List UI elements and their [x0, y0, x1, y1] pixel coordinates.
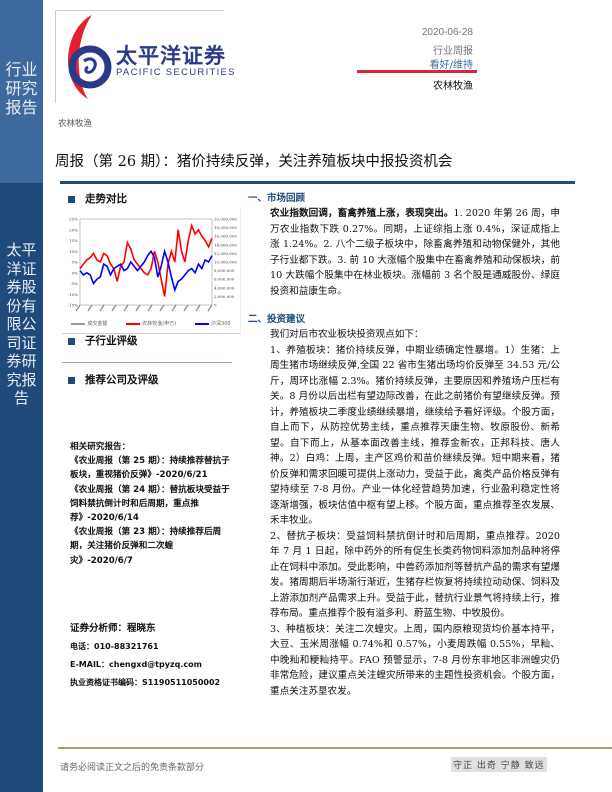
advice-intro: 我们对后市农业板块投资观点如下：	[270, 329, 424, 340]
x-tick-mark	[99, 304, 105, 312]
x-tick-mark	[159, 304, 165, 312]
x-tick-mark	[207, 304, 213, 312]
y-right-tick-label: 10,000,000	[214, 260, 237, 265]
analyst-phone: 电话：010-88321761	[70, 642, 159, 651]
y-right-tick-label: 12,000,000	[214, 251, 237, 256]
header-red-line	[357, 70, 477, 73]
analyst-email[interactable]: E-MAIL：chengxd@tpyzq.com	[70, 660, 202, 669]
legend-label: 成交金额	[87, 321, 108, 327]
x-tick-mark	[135, 304, 141, 312]
page-title: 周报（第 26 期）：猪价持续反弹，关注养殖板块中报投资机会	[55, 154, 453, 170]
company-heading-text: 推荐公司及评级	[85, 374, 159, 386]
legend-item: 农林牧渔(申万)	[126, 320, 176, 327]
x-tick-mark	[147, 304, 153, 312]
legend-swatch	[126, 322, 141, 325]
section-investment-advice: 二、投资建议	[248, 314, 306, 325]
sidebar-top-label: 行业研究报告	[5, 60, 38, 117]
market-review-lead: 农业指数回调，畜禽养殖上涨，表现突出。	[270, 208, 454, 219]
analyst-license: 执业资格证书编码：S1190511050002	[70, 678, 221, 687]
analyst-info: 证券分析师：程晓东 电话：010-88321761 E-MAIL：chengxd…	[70, 620, 235, 692]
rating: 看好/维持	[429, 60, 473, 71]
y-right-tick-label: 6,000,000	[214, 277, 235, 282]
chart-legend: 成交金额 农林牧渔(申万) 沪深300	[62, 320, 240, 327]
bullet-square-icon	[68, 337, 75, 345]
chart-frame	[62, 208, 241, 334]
header-divider	[60, 181, 575, 184]
trend-heading: 走势对比	[68, 191, 127, 206]
sub-rating-heading: 子行业评级	[68, 333, 138, 348]
advice-breeding: 1、养殖板块：猪价持续反弹，中期业绩确定性暴增。1）生猪：上周生猪市场继续反弹,…	[270, 344, 560, 527]
y-left-tick-label: 15%	[69, 238, 78, 243]
logo-cn: 太平洋证券	[116, 44, 226, 68]
legend-label: 农林牧渔(申万)	[142, 321, 177, 327]
legend-item: 沪深300	[195, 320, 231, 327]
y-right-tick-label: 4,000,000	[214, 285, 235, 290]
main-content: 一、市场回顾 农业指数回调，畜禽养殖上涨，表现突出。1. 2020 年第 26 …	[248, 190, 560, 699]
y-left-tick-label: 10%	[69, 249, 78, 254]
section-market-review: 一、市场回顾	[248, 193, 306, 204]
y-right-tick-label: 0	[214, 303, 217, 308]
y-right-tick-label: 8,000,000	[214, 268, 235, 273]
x-tick-mark	[183, 304, 189, 312]
plot-area	[79, 218, 213, 306]
x-tick-mark	[123, 304, 129, 312]
bullet-square-icon	[68, 376, 75, 384]
related-report[interactable]: 《农业周报（第 23 期）：持续推荐后周期，关注猪价反弹和二次蝗灾》-2020/…	[70, 527, 222, 566]
y-left-tick-label: 25%	[69, 217, 78, 222]
y-left-tick-label: 0%	[72, 270, 79, 275]
footer-motto: 守正 出奇 宁静 致远	[451, 757, 547, 772]
sidebar-bottom-label: 太平洋证券股份有限公司证券研究报告	[6, 241, 37, 407]
x-tick-mark	[171, 304, 177, 312]
y-right-tick-label: 14,000,000	[214, 242, 237, 247]
y-left-tick-label: -5%	[70, 281, 78, 286]
related-report[interactable]: 《农业周报（第 24 期）：替抗板块受益于饲料禁抗倒计时和后周期，重点推荐》-2…	[70, 484, 230, 524]
sub-rating-heading-text: 子行业评级	[85, 335, 138, 347]
footer-disclaimer[interactable]: 请务必阅读正文之后的免责条款部分	[60, 763, 205, 773]
report-type: 行业周报	[433, 46, 473, 57]
sector: 农林牧渔	[433, 81, 473, 92]
y-left-tick-label: -15%	[68, 303, 78, 308]
y-left-tick-label: 20%	[69, 227, 78, 232]
sector-small: 农林牧渔	[58, 119, 93, 129]
x-tick-mark	[75, 304, 81, 312]
advice-antibiotic-substitute: 2、替抗子板块：受益饲料禁抗倒计时和后周期，重点推荐。2020 年 7 月 1 …	[270, 530, 560, 620]
related-reports: 相关研究报告： 《农业周报（第 25 期）：持续推荐替抗子板块，重视猪价反弹》-…	[70, 440, 235, 568]
company-logo	[55, 10, 224, 103]
left-divider	[62, 362, 232, 363]
sidebar-bottom: 太平洋证券股份有限公司证券研究报告	[0, 183, 43, 792]
trend-chart: 25% 20% 15% 10% 5% 0% -5% -10% -15% 20,000,000 18,…	[68, 217, 237, 312]
x-tick-mark	[111, 304, 117, 312]
y-right-tick-label: 20,000,000	[214, 217, 237, 222]
y-right-tick-label: 18,000,000	[214, 225, 237, 230]
sidebar-top: 行业研究报告	[0, 0, 43, 183]
series-line-沪深300	[79, 248, 213, 293]
company-heading: 推荐公司及评级	[68, 372, 159, 387]
y-right-tick-label: 2,000,000	[214, 294, 235, 299]
y-left-tick-label: 5%	[72, 260, 79, 265]
legend-item: 成交金额	[71, 320, 107, 327]
market-review-body: 1. 2020 年第 26 周，申万农业指数下跌 0.27%。同期，上证综指上涨…	[270, 208, 560, 297]
legend-label: 沪深300	[211, 321, 231, 327]
logo-en: PACIFIC SECURITIES	[116, 67, 236, 78]
market-review-text: 农业指数回调，畜禽养殖上涨，表现突出。1. 2020 年第 26 周，申万农业指…	[270, 206, 560, 299]
x-tick-mark	[195, 304, 201, 312]
related-report[interactable]: 《农业周报（第 25 期）：持续推荐替抗子板块，重视猪价反弹》-2020/6/2…	[70, 456, 230, 481]
legend-swatch	[71, 322, 86, 325]
footer-divider	[58, 747, 612, 749]
advice-planting: 3、种植板块：关注二次蝗灾。上周，国内原粮现货均价基本持平，大豆、玉米周涨幅 0…	[270, 623, 560, 697]
related-title: 相关研究报告：	[70, 442, 131, 452]
trend-heading-text: 走势对比	[85, 193, 127, 205]
x-tick-mark	[87, 304, 93, 312]
analyst-name: 证券分析师：程晓东	[70, 623, 156, 634]
logo-mark-icon	[68, 15, 112, 99]
report-date: 2020-06-28	[421, 27, 473, 38]
series-line-农林牧渔(申万)	[79, 222, 213, 297]
bullet-square-icon	[68, 195, 75, 203]
y-left-tick-label: -10%	[68, 292, 78, 297]
legend-swatch	[195, 322, 210, 325]
y-right-tick-label: 16,000,000	[214, 234, 237, 239]
